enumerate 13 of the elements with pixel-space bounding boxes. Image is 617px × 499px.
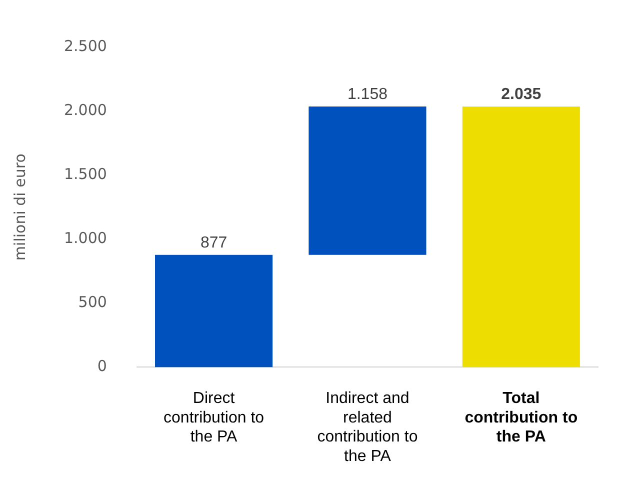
data-label: 1.158 (347, 86, 388, 103)
y-tick-label: 2.500 (64, 36, 107, 55)
y-tick-label: 0 (97, 357, 107, 376)
y-tick-label: 500 (78, 293, 107, 312)
x-tick-label: Direct contribution to the PA (164, 390, 264, 446)
y-tick-label: 1.000 (64, 229, 107, 248)
x-tick-label: Indirect and related contribution to the PA (317, 390, 418, 465)
y-axis-title: milioni di euro (10, 154, 29, 261)
data-label: 2.035 (501, 86, 542, 103)
data-label: 877 (200, 234, 228, 252)
x-tick-label: Total contribution to the PA (464, 390, 578, 446)
y-tick-label: 2.000 (64, 100, 107, 119)
y-tick-label: 1.500 (64, 164, 107, 183)
